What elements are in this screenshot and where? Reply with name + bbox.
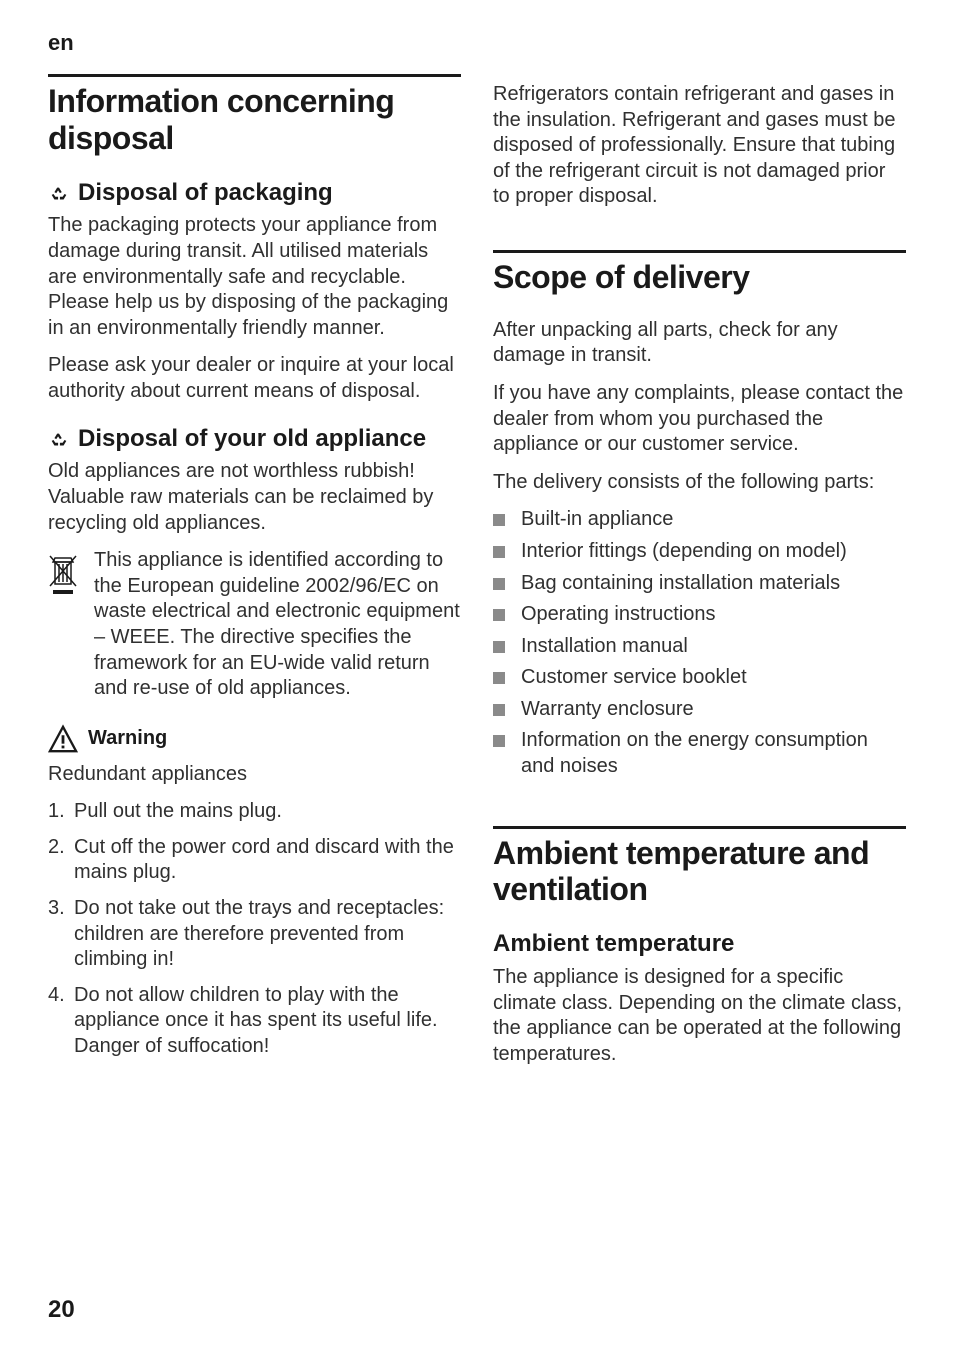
list-item: Cut off the power cord and discard with … [48, 835, 461, 886]
list-item: Interior fittings (depending on model) [493, 539, 906, 565]
weee-text: This appliance is identified according t… [94, 548, 461, 702]
warning-title: Warning [88, 727, 167, 750]
para: The delivery consists of the following p… [493, 470, 906, 496]
list-item: Do not take out the trays and receptacle… [48, 896, 461, 973]
warning-icon [48, 724, 78, 754]
recycle-icon [48, 183, 70, 205]
subheading-old-appliance: Disposal of your old appliance [78, 425, 426, 454]
left-column: Information concerning disposal Disposal… [48, 74, 461, 1296]
rule [48, 74, 461, 77]
rule [493, 826, 906, 829]
page-number: 20 [48, 1296, 906, 1324]
page-header-lang: en [48, 30, 906, 56]
subheading-packaging: Disposal of packaging [78, 179, 333, 208]
subheading-ambient-temp: Ambient temperature [493, 930, 906, 959]
list-item: Operating instructions [493, 602, 906, 628]
list-item: Information on the energy consumption an… [493, 728, 906, 779]
list-item: Pull out the mains plug. [48, 799, 461, 825]
section-title-scope: Scope of delivery [493, 259, 906, 296]
para: The packaging protects your appliance fr… [48, 213, 461, 341]
para: The appliance is designed for a specific… [493, 965, 906, 1067]
para-refrigerant: Refrigerators contain refrigerant and ga… [493, 82, 906, 210]
recycle-icon [48, 429, 70, 451]
list-item: Do not allow children to play with the a… [48, 983, 461, 1060]
warning-intro: Redundant appliances [48, 762, 461, 788]
right-column: Refrigerators contain refrigerant and ga… [493, 74, 906, 1296]
warning-list: Pull out the mains plug. Cut off the pow… [48, 799, 461, 1069]
section-title-disposal: Information concerning disposal [48, 83, 461, 157]
list-item: Built-in appliance [493, 507, 906, 533]
para: If you have any complaints, please conta… [493, 381, 906, 458]
para: Old appliances are not worthless rubbish… [48, 459, 461, 536]
rule [493, 250, 906, 253]
list-item: Customer service booklet [493, 665, 906, 691]
section-title-ambient: Ambient temperature and ventilation [493, 835, 906, 909]
scope-list: Built-in appliance Interior fittings (de… [493, 507, 906, 785]
para: Please ask your dealer or inquire at you… [48, 353, 461, 404]
list-item: Bag containing installation materials [493, 571, 906, 597]
list-item: Installation manual [493, 634, 906, 660]
para: After unpacking all parts, check for any… [493, 318, 906, 369]
list-item: Warranty enclosure [493, 697, 906, 723]
weee-bin-icon [48, 552, 78, 596]
